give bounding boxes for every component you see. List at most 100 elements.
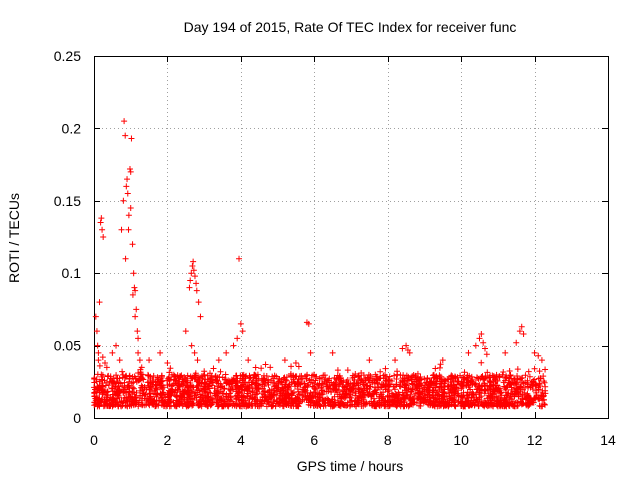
data-point: [246, 384, 253, 391]
data-point: [261, 383, 268, 390]
data-point: [329, 349, 336, 356]
data-point: [192, 376, 199, 383]
data-point: [486, 383, 493, 390]
data-point: [116, 394, 123, 401]
data-point: [246, 401, 253, 408]
data-point: [514, 366, 521, 373]
data-point: [194, 383, 201, 390]
data-point: [234, 335, 241, 342]
data-point: [100, 234, 107, 240]
data-point: [262, 393, 269, 400]
data-point: [147, 380, 154, 387]
data-point: [128, 135, 135, 142]
data-point: [304, 389, 311, 396]
data-point: [190, 400, 197, 407]
y-tick-label: 0.2: [62, 120, 82, 136]
data-point: [349, 385, 356, 392]
x-tick-label: 2: [164, 432, 172, 448]
data-point: [474, 385, 481, 392]
data-point: [408, 376, 415, 383]
data-point: [383, 377, 390, 384]
data-point: [164, 359, 171, 366]
data-point: [107, 401, 114, 408]
data-point: [513, 380, 520, 387]
data-point: [135, 349, 142, 356]
data-point: [358, 377, 365, 384]
data-point: [272, 403, 279, 410]
data-point: [486, 374, 493, 381]
data-point: [411, 399, 418, 406]
data-point: [397, 398, 404, 405]
data-point: [365, 371, 372, 378]
data-point: [291, 389, 297, 396]
data-point: [137, 392, 144, 399]
data-point: [307, 379, 314, 386]
data-point: [394, 395, 401, 402]
data-point: [219, 374, 226, 381]
data-point: [198, 398, 205, 405]
y-axis-label: ROTI / TECUs: [6, 193, 22, 283]
data-point: [250, 374, 257, 381]
data-point: [287, 402, 294, 409]
data-point: [490, 397, 497, 404]
x-axis-label: GPS time / hours: [297, 458, 404, 474]
data-point: [269, 373, 276, 380]
data-point: [132, 287, 139, 294]
data-point: [166, 399, 173, 406]
data-point: [311, 384, 318, 391]
data-point: [455, 387, 462, 394]
data-point: [215, 357, 222, 364]
data-point: [354, 400, 361, 407]
data-point: [195, 387, 202, 394]
data-point: [361, 400, 368, 407]
data-point: [189, 262, 196, 269]
data-point: [134, 328, 141, 335]
data-point: [393, 381, 400, 388]
data-point: [445, 383, 452, 390]
data-point: [368, 392, 375, 399]
data-point: [495, 400, 502, 407]
data-point: [190, 267, 197, 274]
data-point: [205, 394, 212, 401]
data-point: [542, 366, 549, 373]
data-point: [520, 380, 527, 387]
data-point: [279, 379, 286, 386]
data-point: [214, 374, 221, 381]
data-point: [223, 349, 230, 356]
data-point: [279, 403, 286, 410]
data-point: [171, 373, 178, 380]
data-point: [220, 390, 227, 397]
data-point: [276, 388, 283, 395]
data-point: [522, 372, 529, 379]
data-point: [210, 365, 217, 372]
data-point: [193, 397, 200, 404]
data-point: [299, 397, 306, 404]
data-point: [152, 385, 159, 392]
data-point: [387, 381, 394, 388]
data-point: [340, 394, 347, 401]
data-point: [540, 373, 547, 380]
data-point: [459, 399, 466, 406]
data-point: [482, 345, 489, 352]
data-point: [120, 398, 127, 405]
data-point: [426, 391, 433, 398]
data-point: [301, 388, 308, 395]
data-point: [493, 385, 500, 392]
data-point: [119, 368, 126, 375]
data-point: [238, 403, 245, 410]
data-point: [113, 372, 120, 379]
data-point: [416, 402, 423, 409]
data-point: [502, 349, 509, 356]
data-point: [421, 375, 428, 382]
data-point: [436, 372, 443, 379]
data-point: [256, 403, 263, 410]
data-point: [310, 372, 317, 379]
data-point: [483, 351, 490, 358]
data-point: [220, 403, 227, 410]
grid-lines: [94, 56, 608, 418]
data-point: [354, 380, 361, 387]
data-point: [129, 394, 136, 401]
data-point: [222, 393, 229, 400]
data-point: [235, 388, 242, 395]
